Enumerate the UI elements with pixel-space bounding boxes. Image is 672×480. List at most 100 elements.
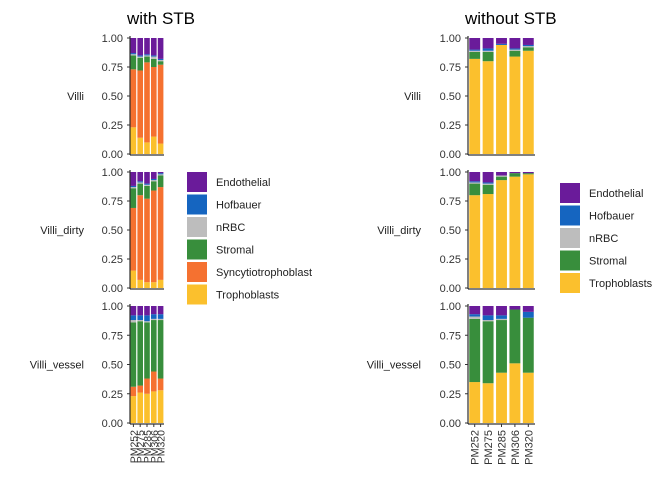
legend-label: Hofbauer <box>216 200 262 212</box>
bar-segment-stromal <box>522 47 534 51</box>
y-tick-label: 0.50 <box>102 360 123 372</box>
legend-label: Stromal <box>589 256 627 268</box>
bar-segment-nrbc <box>144 184 150 186</box>
bar-segment-stromal <box>509 173 521 177</box>
bar-segment-nrbc <box>482 320 494 322</box>
bar-segment-trophoblasts <box>496 180 507 288</box>
y-tick-label: 0.00 <box>440 283 461 295</box>
y-tick-label: 0.75 <box>440 62 461 74</box>
bar-segment-endothelial <box>496 306 507 316</box>
bar-segment-syncytiotrophoblast <box>151 67 157 137</box>
bar-segment-endothelial <box>509 38 521 49</box>
bar-segment-trophoblasts <box>157 279 164 288</box>
bar-segment-trophoblasts <box>130 270 137 288</box>
chart-title: without STB <box>464 9 557 28</box>
y-tick-label: 0.25 <box>440 120 461 132</box>
bar-segment-hofbauer <box>469 181 481 183</box>
bar-segment-trophoblasts <box>469 382 481 423</box>
bar-segment-endothelial <box>144 306 150 316</box>
bar-segment-stromal <box>469 51 481 59</box>
x-tick-label: PM306 <box>149 430 161 463</box>
panel-group-2: without STB Villi 0.00 0.25 0.50 0.75 1.00 Vill… <box>367 9 653 465</box>
bar-segment-nrbc <box>144 321 150 323</box>
x-tick-label: PM306 <box>510 430 522 465</box>
bar-segment-trophoblasts <box>144 142 150 154</box>
y-tick-label: 0.25 <box>102 254 123 266</box>
y-tick-label: 1.00 <box>440 33 461 45</box>
bar-segment-syncytiotrophoblast <box>130 207 137 271</box>
bar-segment-trophoblasts <box>130 127 137 154</box>
bar-segment-endothelial <box>482 38 494 49</box>
bar-segment-trophoblasts <box>137 392 143 423</box>
bar-segment-nrbc <box>469 50 481 52</box>
bar-segment-stromal <box>157 175 164 188</box>
bar-segment-trophoblasts <box>137 137 143 154</box>
y-tick-label: 1.00 <box>440 301 461 313</box>
bar-segment-hofbauer <box>151 55 157 57</box>
legend-swatch-endothelial <box>187 172 207 192</box>
y-tick-label: 0.00 <box>102 149 123 161</box>
bar-segment-hofbauer <box>157 58 164 61</box>
y-tick-label: 0.50 <box>440 360 461 372</box>
bar-segment-stromal <box>522 317 534 373</box>
bar-segment-endothelial <box>137 306 143 316</box>
bar-segment-stromal <box>151 181 157 191</box>
bar-segment-syncytiotrophoblast <box>144 198 150 283</box>
bar-segment-syncytiotrophoblast <box>137 385 143 393</box>
bar-segment-nrbc <box>157 318 164 321</box>
bar-segment-stromal <box>151 58 157 67</box>
bar-segment-endothelial <box>522 172 534 174</box>
bar-segment-hofbauer <box>137 181 143 183</box>
legend-label: Endothelial <box>589 188 643 200</box>
bar-segment-nrbc <box>469 316 481 319</box>
y-tick-label: 0.00 <box>440 149 461 161</box>
bar-segment-hofbauer <box>137 55 143 57</box>
bar-segment-stromal <box>496 320 507 373</box>
bar-segment-nrbc <box>130 54 137 56</box>
bar-segment-nrbc <box>469 182 481 184</box>
bar-segment-syncytiotrophoblast <box>157 64 164 144</box>
y-tick-label: 0.75 <box>440 330 461 342</box>
x-tick-label: PM275 <box>135 430 147 463</box>
bar-segment-hofbauer <box>496 315 507 319</box>
bar-segment-stromal <box>482 321 494 384</box>
legend-label: Stromal <box>216 245 254 257</box>
x-tick-label: PM252 <box>128 430 140 463</box>
bar-segment-trophoblasts <box>509 56 521 155</box>
y-tick-label: 1.00 <box>440 167 461 179</box>
legend-swatch-stromal <box>560 250 580 271</box>
bar-segment-hofbauer <box>482 315 494 321</box>
facet-label: Villi_dirty <box>40 225 84 237</box>
bar-segment-trophoblasts <box>482 61 494 155</box>
bar-segment-stromal <box>522 173 534 175</box>
bar-segment-stromal <box>496 176 507 181</box>
bar-segment-trophoblasts <box>522 50 534 155</box>
bar-segment-syncytiotrophoblast <box>157 187 164 280</box>
bar-segment-endothelial <box>151 38 157 56</box>
legend-swatch-hofbauer <box>187 194 207 215</box>
y-tick-label: 0.50 <box>102 91 123 103</box>
bar-segment-stromal <box>130 188 137 208</box>
bar-segment-nrbc <box>496 175 507 177</box>
bar-segment-endothelial <box>469 172 481 182</box>
bar-segment-syncytiotrophoblast <box>151 190 157 283</box>
bar-segment-stromal <box>130 55 137 70</box>
bar-segment-syncytiotrophoblast <box>130 386 137 397</box>
bar-segment-nrbc <box>137 56 143 58</box>
legend-swatch-endothelial <box>560 183 580 203</box>
legend-label: Hofbauer <box>589 211 635 223</box>
bar-segment-nrbc <box>157 60 164 62</box>
bar-segment-stromal <box>151 320 157 372</box>
bar-segment-nrbc <box>151 318 157 321</box>
bar-segment-hofbauer <box>522 44 534 47</box>
legend: Endothelial Hofbauer nRBC Stromal Syncytiotr… <box>187 172 312 305</box>
x-tick-label: PM285 <box>497 430 509 465</box>
bar-segment-stromal <box>469 183 481 196</box>
bar-segment-syncytiotrophoblast <box>137 195 143 280</box>
bar-segment-nrbc <box>509 49 521 51</box>
bar-segment-stromal <box>509 50 521 57</box>
bar-segment-trophoblasts <box>522 372 534 423</box>
y-tick-label: 0.75 <box>102 330 123 342</box>
y-tick-label: 1.00 <box>102 167 123 179</box>
